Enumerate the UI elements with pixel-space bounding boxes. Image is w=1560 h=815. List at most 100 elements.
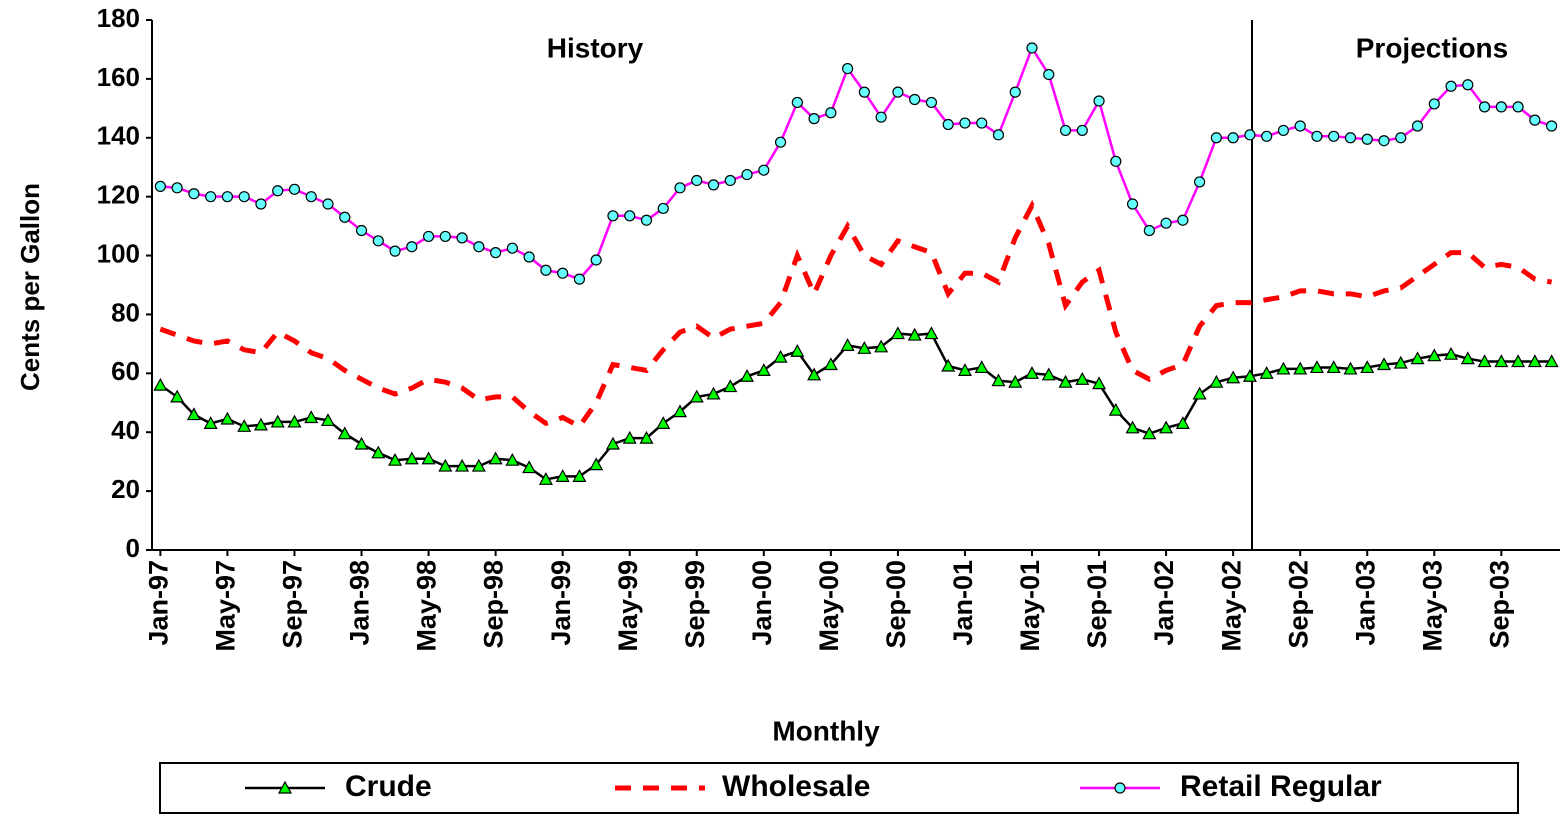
data-point [756, 363, 771, 376]
data-point [1512, 101, 1524, 113]
data-point [1427, 348, 1442, 362]
data-point [404, 451, 419, 465]
x-axis-title: Monthly [772, 715, 880, 746]
data-point [1445, 80, 1457, 92]
data-point [490, 247, 502, 259]
data-point [1527, 354, 1542, 368]
data-point [406, 241, 418, 253]
data-point [959, 117, 971, 129]
data-point [188, 188, 200, 200]
data-point [892, 86, 904, 98]
data-point [555, 469, 570, 482]
data-point [1177, 214, 1189, 226]
data-point [1294, 120, 1306, 132]
data-point [171, 182, 183, 194]
data-point [1008, 374, 1023, 388]
data-point [909, 93, 921, 106]
data-point [305, 191, 317, 203]
data-point [706, 386, 721, 400]
data-point [1041, 367, 1056, 381]
legend-box [159, 762, 1519, 814]
data-point [538, 472, 553, 485]
annotation: History [547, 32, 644, 63]
x-tick-label: May-01 [1015, 560, 1045, 652]
data-point [505, 452, 520, 466]
data-point [823, 357, 838, 371]
x-tick-label: May-03 [1417, 560, 1447, 652]
legend-label: Wholesale [722, 770, 870, 803]
y-tick-label: 80 [111, 297, 140, 327]
data-point [1277, 124, 1290, 137]
legend-marker [277, 780, 293, 794]
data-point [1210, 132, 1222, 144]
data-point [237, 419, 252, 432]
data-point [154, 180, 166, 192]
data-point [624, 210, 636, 222]
data-point [1460, 351, 1475, 365]
data-point [858, 86, 870, 98]
data-point [691, 174, 703, 187]
data-point [672, 404, 688, 418]
data-point [741, 168, 753, 181]
data-point [272, 185, 284, 197]
x-tick-label: Jan-99 [546, 560, 576, 646]
data-point [1462, 79, 1474, 91]
data-point [707, 179, 720, 191]
series-line [159, 332, 1552, 481]
data-point [925, 96, 938, 109]
data-point [1328, 130, 1340, 142]
x-tick-label: Sep-99 [680, 560, 710, 649]
x-tick-label: May-00 [814, 560, 844, 652]
data-point [1276, 361, 1291, 375]
data-point [1259, 366, 1274, 379]
data-point [1546, 120, 1558, 132]
legend-label: Crude [345, 770, 432, 803]
data-point [590, 254, 602, 266]
data-point [1059, 124, 1072, 137]
data-point [1192, 386, 1207, 400]
y-tick-label: 100 [97, 238, 140, 268]
data-point [1444, 346, 1459, 360]
data-point [1209, 374, 1224, 388]
data-point [1075, 371, 1090, 385]
data-point [924, 326, 939, 340]
data-point [991, 373, 1006, 387]
data-point [723, 379, 738, 393]
x-tick-label: Jan-97 [144, 560, 174, 646]
data-point [1410, 351, 1425, 365]
data-point [557, 267, 569, 279]
data-point [238, 191, 250, 203]
data-point [1043, 68, 1055, 81]
data-point [907, 327, 922, 341]
data-point [589, 457, 604, 471]
data-point [842, 62, 854, 75]
y-tick-label: 0 [126, 533, 140, 563]
data-point [976, 117, 988, 129]
y-tick-label: 20 [111, 474, 140, 504]
data-point [1529, 114, 1541, 126]
data-point [840, 338, 855, 351]
data-point [1160, 217, 1172, 229]
data-point [488, 451, 503, 465]
data-point [1361, 133, 1373, 145]
legend-marker [1114, 782, 1126, 794]
x-tick-label: May-98 [412, 560, 442, 652]
data-point [1495, 101, 1507, 113]
data-point [320, 413, 336, 427]
data-point [1544, 354, 1559, 368]
data-point [337, 426, 352, 440]
data-point [288, 183, 301, 195]
data-point [354, 436, 369, 450]
data-point [1194, 176, 1206, 188]
data-point [773, 349, 788, 363]
data-point [573, 273, 586, 285]
data-point [372, 235, 384, 247]
data-point [1110, 155, 1122, 167]
data-point [1360, 360, 1375, 374]
x-tick-label: May-02 [1216, 560, 1246, 652]
data-point [607, 210, 619, 222]
data-point [255, 198, 267, 210]
x-tick-label: May-99 [613, 560, 643, 652]
data-point [1126, 198, 1139, 210]
